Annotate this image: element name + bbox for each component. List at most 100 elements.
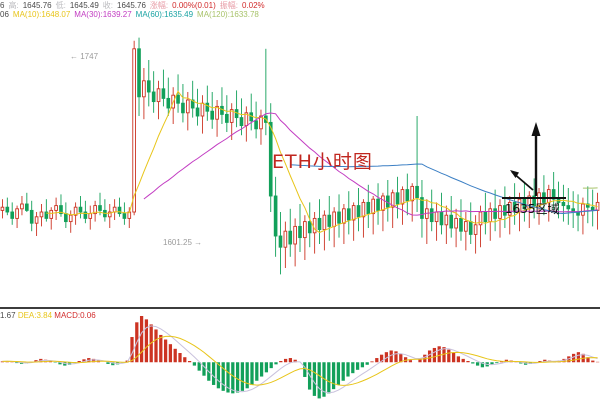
candle-body <box>498 205 502 219</box>
candle-body <box>215 105 219 120</box>
candle-body <box>493 208 497 219</box>
candle-body <box>268 121 273 197</box>
candle-body <box>176 94 180 104</box>
candle-body <box>361 201 366 218</box>
candle-body <box>405 189 410 202</box>
candle-body <box>5 206 10 213</box>
candle-body <box>356 205 361 218</box>
candle-body <box>459 217 463 232</box>
candle-body <box>400 189 405 205</box>
candle-body <box>107 211 112 218</box>
candle-body <box>78 206 83 213</box>
candle-body <box>429 208 434 223</box>
candle-body <box>93 205 97 215</box>
candle-body <box>303 221 307 239</box>
candle-body <box>366 201 371 215</box>
price-chart-panel[interactable] <box>0 20 600 308</box>
quote-header-row: 6 高: 1645.76 低: 1645.49 收: 1645.76 涨幅: 0.00%(0.0… <box>0 1 269 10</box>
candle-body <box>288 230 293 245</box>
candle-body <box>464 221 468 232</box>
ma-time-partial: 06 <box>0 10 9 19</box>
candle-body <box>49 209 54 219</box>
candle-body <box>200 102 205 117</box>
low-marker-label: 1601.25 → <box>163 238 203 247</box>
candle-body <box>410 185 415 202</box>
candle-body <box>146 80 151 93</box>
high-label: 高: <box>8 1 19 10</box>
candle-body <box>551 189 556 200</box>
ma120-legend: MA(120):1633.78 <box>197 10 259 19</box>
candle-body <box>59 205 63 215</box>
macd-value: MACD:0.06 <box>54 311 96 320</box>
candle-body <box>390 192 395 208</box>
candle-body <box>185 99 190 114</box>
candle-body <box>156 88 161 103</box>
candle-body <box>68 214 73 223</box>
panel-separator <box>0 307 600 309</box>
candle-body <box>273 195 278 237</box>
candle-body <box>229 109 234 123</box>
high-value: 1645.76 <box>22 1 52 10</box>
candle-body <box>468 221 473 235</box>
candle-body <box>317 217 322 231</box>
ma-line <box>46 90 598 234</box>
change-value: 0.00%(0.01) <box>172 1 216 10</box>
candle-body <box>39 211 44 218</box>
candle-body <box>181 102 185 114</box>
candle-body <box>376 198 380 211</box>
macd-header-row: 1.67 DEA:3.84 MACD:0.06 <box>0 311 96 320</box>
macd-plot <box>0 316 600 399</box>
candle-body <box>293 225 297 245</box>
candle-body <box>298 225 302 239</box>
candle-body <box>137 48 141 98</box>
candle-body <box>151 91 156 103</box>
candle-body <box>342 208 346 224</box>
candle-body <box>488 208 493 223</box>
candle-body <box>283 230 288 248</box>
high-marker-label: ← 1747 <box>70 52 99 61</box>
change-label: 涨幅: <box>149 1 169 10</box>
candle-body <box>98 205 102 211</box>
candle-body <box>239 117 244 127</box>
candle-body <box>507 201 512 216</box>
ma-line <box>143 112 598 216</box>
candle-body <box>395 192 400 205</box>
candle-body <box>190 99 195 109</box>
candle-body <box>34 216 39 224</box>
amplitude-label: 振幅: <box>219 1 238 10</box>
candle-body <box>254 120 258 130</box>
candle-body <box>449 214 454 229</box>
candle-body <box>478 211 483 226</box>
candle-body <box>161 88 166 99</box>
candlestick-plot <box>0 37 600 275</box>
candle-body <box>132 48 136 213</box>
low-value: 1645.49 <box>69 1 99 10</box>
candle-body <box>44 211 49 219</box>
candle-body <box>581 203 585 216</box>
macd-chart-panel[interactable] <box>0 310 600 405</box>
candle-body <box>503 205 507 216</box>
candle-body <box>205 102 210 112</box>
candle-body <box>561 201 566 207</box>
candle-body <box>439 211 444 226</box>
candle-body <box>307 221 312 234</box>
ma60-legend: MA(60):1635.49 <box>135 10 194 19</box>
candle-body <box>20 203 24 210</box>
ma-line <box>290 163 598 215</box>
macd-signal-line <box>2 325 598 394</box>
ma10-legend: MA(10):1648.07 <box>12 10 71 19</box>
ma30-legend: MA(30):1639.27 <box>74 10 132 19</box>
candle-body <box>88 213 93 219</box>
candle-body <box>29 209 34 224</box>
candle-body <box>444 214 449 226</box>
candle-body <box>312 217 317 234</box>
candle-body <box>337 211 341 224</box>
candle-body <box>225 113 229 123</box>
close-value: 1645.76 <box>117 1 146 10</box>
candle-body <box>0 206 5 211</box>
candle-body <box>454 217 458 229</box>
candle-body <box>351 205 356 221</box>
close-label: 收: <box>102 1 113 10</box>
candle-body <box>54 205 58 211</box>
